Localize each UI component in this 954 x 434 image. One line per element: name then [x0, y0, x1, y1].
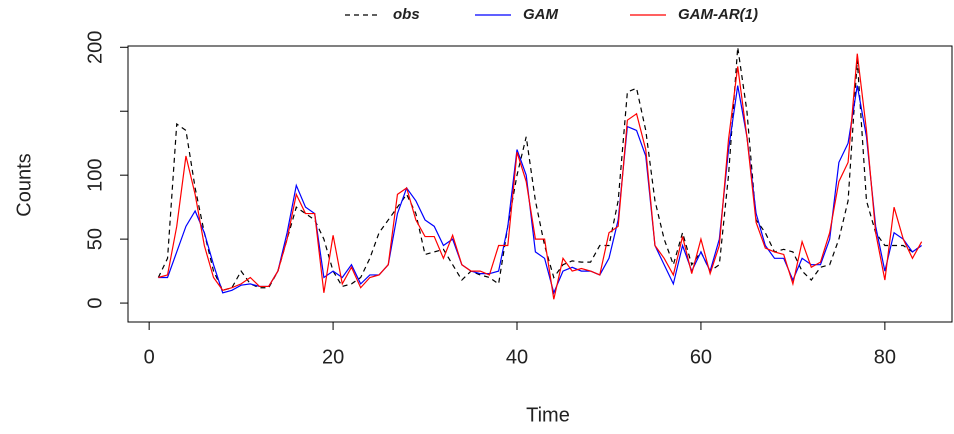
data-line — [157, 47, 922, 291]
data-line — [158, 53, 923, 300]
x-tick-label: 80 — [874, 346, 896, 368]
legend-label: obs — [393, 6, 420, 23]
x-axis-label: Time — [526, 404, 570, 426]
y-tick-label: 200 — [84, 31, 106, 64]
y-tick-label: 50 — [84, 228, 106, 250]
y-axis-label: Counts — [13, 153, 35, 216]
y-tick-label: 100 — [84, 158, 106, 191]
data-line — [158, 85, 922, 295]
y-tick-label: 0 — [84, 298, 106, 309]
x-tick-label: 60 — [690, 346, 712, 368]
legend-label: GAM — [523, 6, 559, 23]
x-tick-label: 20 — [322, 346, 344, 368]
x-tick-label: 0 — [144, 346, 155, 368]
legend-label: GAM-AR(1) — [678, 6, 758, 23]
plot-box — [127, 45, 953, 323]
x-tick-label: 40 — [506, 346, 528, 368]
